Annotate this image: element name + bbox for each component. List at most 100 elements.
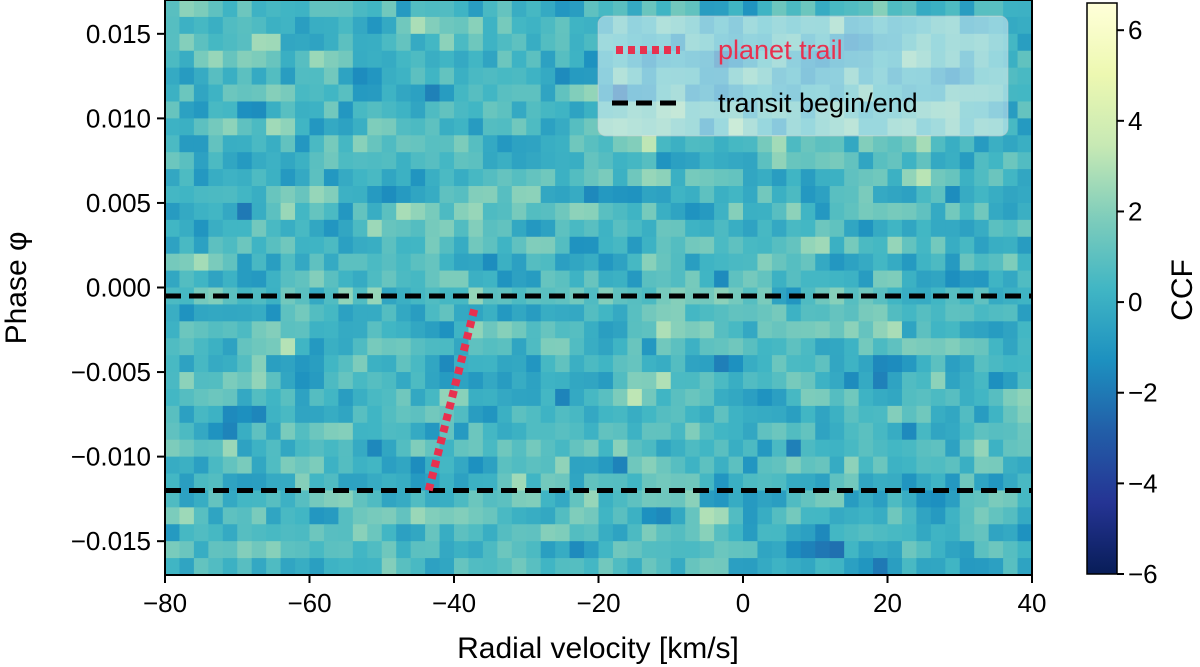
heatmap-cell (974, 50, 990, 69)
heatmap-cell (165, 135, 181, 153)
heatmap-cell (887, 0, 903, 18)
heatmap-cell (930, 202, 946, 221)
colorbar-tick-label: −4 (1128, 468, 1158, 498)
heatmap-cell (165, 338, 181, 356)
heatmap-cell (511, 338, 527, 356)
heatmap-cell (540, 456, 556, 475)
heatmap-cell (367, 270, 383, 289)
heatmap-cell (771, 67, 787, 86)
heatmap-cell (511, 422, 527, 441)
heatmap-cell (728, 338, 744, 356)
heatmap-cell (743, 372, 759, 390)
heatmap-cell (410, 304, 426, 322)
heatmap-cell (887, 219, 903, 238)
heatmap-cell (280, 422, 296, 441)
heatmap-cell (540, 422, 556, 441)
heatmap-cell (179, 101, 195, 119)
heatmap-cell (526, 253, 542, 272)
heatmap-cell (1017, 101, 1032, 119)
heatmap-cell (540, 253, 556, 272)
heatmap-cell (540, 524, 556, 542)
heatmap-cell (222, 16, 238, 35)
heatmap-cell (887, 67, 903, 86)
heatmap-cell (858, 50, 874, 69)
heatmap-cell (208, 186, 224, 204)
heatmap-cell (497, 490, 513, 508)
heatmap-cell (1017, 304, 1032, 322)
heatmap-cell (757, 321, 773, 339)
heatmap-cell (598, 50, 614, 69)
heatmap-cell (612, 16, 628, 35)
heatmap-cell (1003, 355, 1019, 373)
heatmap-cell (656, 456, 672, 475)
heatmap-cell (858, 422, 874, 441)
heatmap-cell (540, 84, 556, 103)
heatmap-cell (439, 287, 455, 306)
heatmap-cell (208, 338, 224, 356)
heatmap-cell (612, 270, 628, 289)
heatmap-cell (511, 439, 527, 458)
heatmap-cell (280, 236, 296, 255)
heatmap-cell (338, 524, 354, 542)
heatmap-cell (887, 118, 903, 136)
heatmap-cell (598, 202, 614, 221)
heatmap-cell (439, 473, 455, 492)
heatmap-cell (425, 355, 441, 373)
heatmap-cell (540, 304, 556, 322)
heatmap-cell (381, 186, 397, 204)
heatmap-cell (338, 355, 354, 373)
heatmap-cell (309, 186, 325, 204)
heatmap-cell (815, 507, 831, 525)
heatmap-cell (959, 321, 975, 339)
heatmap-cell (988, 169, 1004, 187)
heatmap-cell (699, 186, 715, 204)
heatmap-cell (641, 169, 657, 187)
heatmap-cell (237, 372, 253, 390)
heatmap-cell (786, 16, 802, 35)
heatmap-cell (295, 236, 311, 255)
heatmap-cell (786, 473, 802, 492)
heatmap-cell (526, 16, 542, 35)
heatmap-cell (959, 236, 975, 255)
heatmap-cell (439, 270, 455, 289)
heatmap-cell (901, 439, 917, 458)
heatmap-cell (887, 321, 903, 339)
heatmap-cell (656, 169, 672, 187)
heatmap-cell (844, 33, 860, 52)
heatmap-cell (612, 236, 628, 255)
heatmap-cell (656, 202, 672, 221)
heatmap-cell (251, 287, 267, 306)
heatmap-cell (945, 304, 961, 322)
heatmap-cell (873, 507, 889, 525)
heatmap-cell (280, 169, 296, 187)
heatmap-cell (193, 321, 209, 339)
heatmap-cell (771, 558, 787, 575)
heatmap-cell (497, 422, 513, 441)
heatmap-cell (482, 0, 498, 18)
heatmap-cell (569, 253, 585, 272)
heatmap-cell (511, 558, 527, 575)
heatmap-cell (612, 219, 628, 238)
heatmap-cell (208, 439, 224, 458)
heatmap-cell (381, 50, 397, 69)
heatmap-cell (309, 456, 325, 475)
heatmap-cell (338, 507, 354, 525)
heatmap-cell (540, 490, 556, 508)
heatmap-cell (771, 473, 787, 492)
heatmap-cell (251, 169, 267, 187)
heatmap-cell (858, 405, 874, 424)
heatmap-cell (165, 321, 181, 339)
heatmap-cell (786, 355, 802, 373)
heatmap-cell (815, 490, 831, 508)
heatmap-cell (439, 202, 455, 221)
y-tick-label: −0.010 (71, 442, 151, 472)
heatmap-cell (193, 67, 209, 86)
heatmap-cell (222, 202, 238, 221)
heatmap-cell (627, 135, 643, 153)
heatmap-cell (627, 473, 643, 492)
heatmap-cell (714, 67, 730, 86)
heatmap-cell (179, 304, 195, 322)
heatmap-cell (974, 473, 990, 492)
heatmap-cell (699, 558, 715, 575)
heatmap-cell (916, 439, 932, 458)
